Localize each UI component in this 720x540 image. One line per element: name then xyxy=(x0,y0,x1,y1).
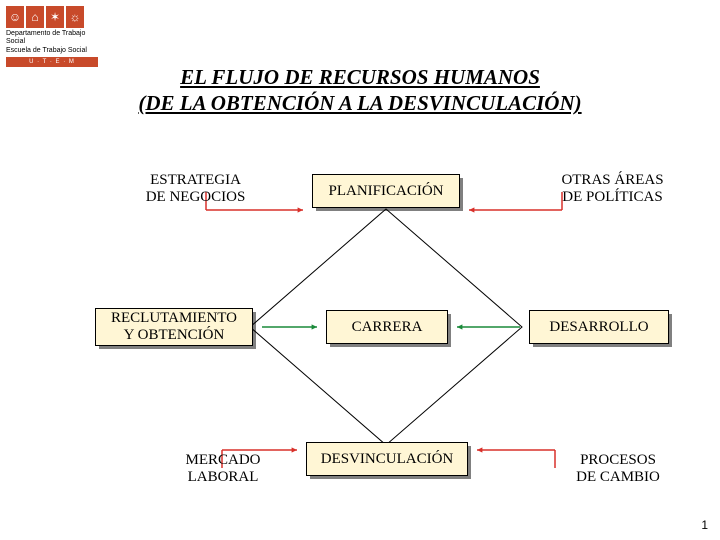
title-line1: EL FLUJO DE RECURSOS HUMANOS xyxy=(180,65,540,89)
box-right: DESARROLLO xyxy=(529,310,669,344)
page-number: 1 xyxy=(701,518,708,532)
label-top_right: OTRAS ÁREASDE POLÍTICAS xyxy=(540,172,685,207)
hr-flow-diagram: ESTRATEGIADE NEGOCIOS OTRAS ÁREASDE POLÍT… xyxy=(0,148,720,508)
title-line2: (DE LA OBTENCIÓN A LA DESVINCULACIÓN) xyxy=(138,91,581,115)
label-top_left: ESTRATEGIADE NEGOCIOS xyxy=(128,172,263,207)
logo-icon-row: ☺ ⌂ ✶ ☼ xyxy=(6,6,98,28)
logo-person-icon: ✶ xyxy=(46,6,64,28)
box-bottom: DESVINCULACIÓN xyxy=(306,442,468,476)
logo-person-icon: ☼ xyxy=(66,6,84,28)
box-center: CARRERA xyxy=(326,310,448,344)
box-left: RECLUTAMIENTOY OBTENCIÓN xyxy=(95,308,253,346)
logo-person-icon: ☺ xyxy=(6,6,24,28)
logo-text-line2: Escuela de Trabajo Social xyxy=(6,47,98,55)
box-top: PLANIFICACIÓN xyxy=(312,174,460,208)
dept-logo: ☺ ⌂ ✶ ☼ Departamento de Trabajo Social E… xyxy=(6,6,98,67)
logo-text-line1: Departamento de Trabajo Social xyxy=(6,30,98,45)
slide-title: EL FLUJO DE RECURSOS HUMANOS (DE LA OBTE… xyxy=(0,64,720,117)
logo-person-icon: ⌂ xyxy=(26,6,44,28)
label-bot_right: PROCESOSDE CAMBIO xyxy=(558,452,678,487)
label-bot_left: MERCADOLABORAL xyxy=(168,452,278,487)
